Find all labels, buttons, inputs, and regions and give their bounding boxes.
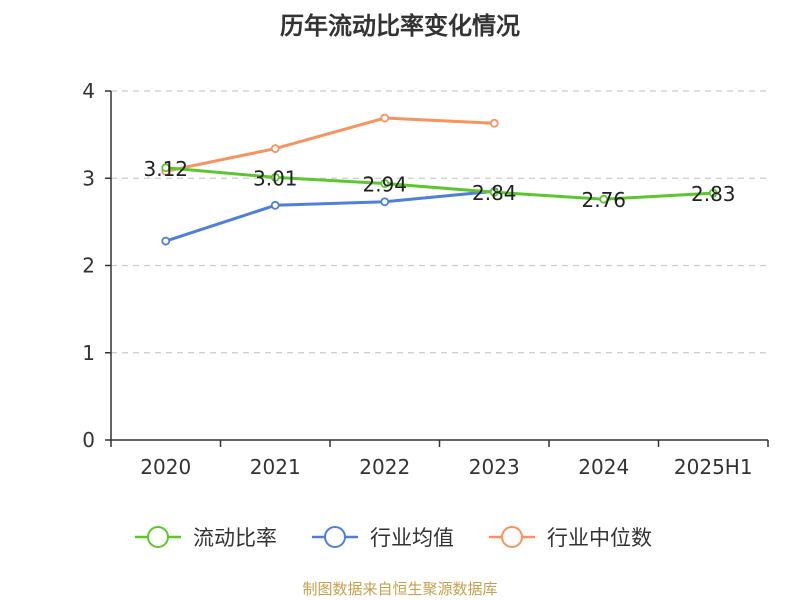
data-point [270, 144, 280, 153]
axis-layer: 0 1 2 3 4 2020 2021 2022 2023 2024 2025H1 [82, 79, 769, 479]
data-point [380, 197, 390, 207]
series-line-industry-median [165, 116, 495, 173]
source-note: 制图数据来自恒生聚源数据库 [302, 580, 498, 598]
y-tick-label: 1 [82, 341, 95, 365]
series-line-industry-mean [165, 189, 495, 243]
legend-label: 行业中位数 [547, 526, 652, 550]
x-tick-label: 2024 [578, 455, 629, 479]
data-point [270, 200, 280, 210]
chart-title: 历年流动比率变化情况 [280, 12, 520, 40]
data-point [161, 236, 171, 246]
legend-label: 行业均值 [370, 526, 454, 550]
legend-marker [501, 526, 523, 548]
legend-item[interactable]: 行业中位数 [489, 526, 652, 550]
y-tick-label: 3 [82, 166, 95, 190]
label-layer: 3.12 3.01 2.94 2.84 2.76 2.83 [143, 157, 735, 212]
legend-marker [324, 526, 346, 548]
data-point [161, 163, 171, 173]
x-tick-label: 2021 [250, 455, 301, 479]
y-tick-label: 0 [82, 428, 95, 452]
legend-item[interactable]: 行业均值 [312, 526, 454, 550]
data-label: 2.83 [691, 182, 736, 206]
x-tick-label: 2022 [359, 455, 410, 479]
legend[interactable]: 流动比率 行业均值 行业中位数 [135, 526, 652, 550]
y-tick-label: 4 [82, 79, 95, 103]
x-tick-label: 2020 [140, 455, 191, 479]
series-layer [161, 113, 718, 246]
data-point [380, 179, 390, 188]
x-tick-label: 2023 [469, 455, 520, 479]
data-point [489, 187, 499, 197]
data-label: 3.01 [253, 166, 298, 190]
legend-marker [147, 526, 169, 548]
data-point [489, 118, 499, 128]
data-label: 2.84 [472, 181, 517, 205]
data-point [708, 188, 718, 198]
data-point [380, 113, 390, 123]
series-line-current-ratio [165, 166, 714, 201]
data-point [599, 194, 609, 204]
grid-layer [111, 90, 768, 354]
y-tick-label: 2 [82, 254, 95, 278]
data-label: 2.76 [581, 188, 626, 212]
data-label: 3.12 [143, 157, 188, 181]
legend-label: 流动比率 [193, 526, 277, 550]
x-tick-label: 2025H1 [674, 455, 753, 479]
legend-item[interactable]: 流动比率 [135, 526, 277, 550]
data-label: 2.94 [362, 172, 407, 196]
data-point [270, 172, 280, 182]
